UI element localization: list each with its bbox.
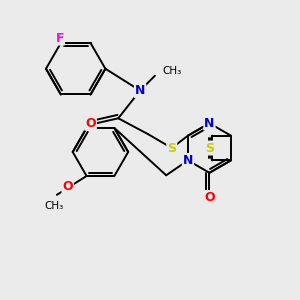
- Text: CH₃: CH₃: [162, 66, 181, 76]
- Text: F: F: [56, 32, 64, 45]
- Text: CH₃: CH₃: [44, 201, 64, 211]
- Text: N: N: [135, 84, 145, 97]
- Text: S: S: [167, 142, 176, 154]
- Text: N: N: [183, 154, 193, 167]
- Text: O: O: [85, 117, 96, 130]
- Text: O: O: [62, 180, 73, 194]
- Text: O: O: [204, 191, 215, 204]
- Text: N: N: [204, 117, 214, 130]
- Text: S: S: [205, 142, 214, 154]
